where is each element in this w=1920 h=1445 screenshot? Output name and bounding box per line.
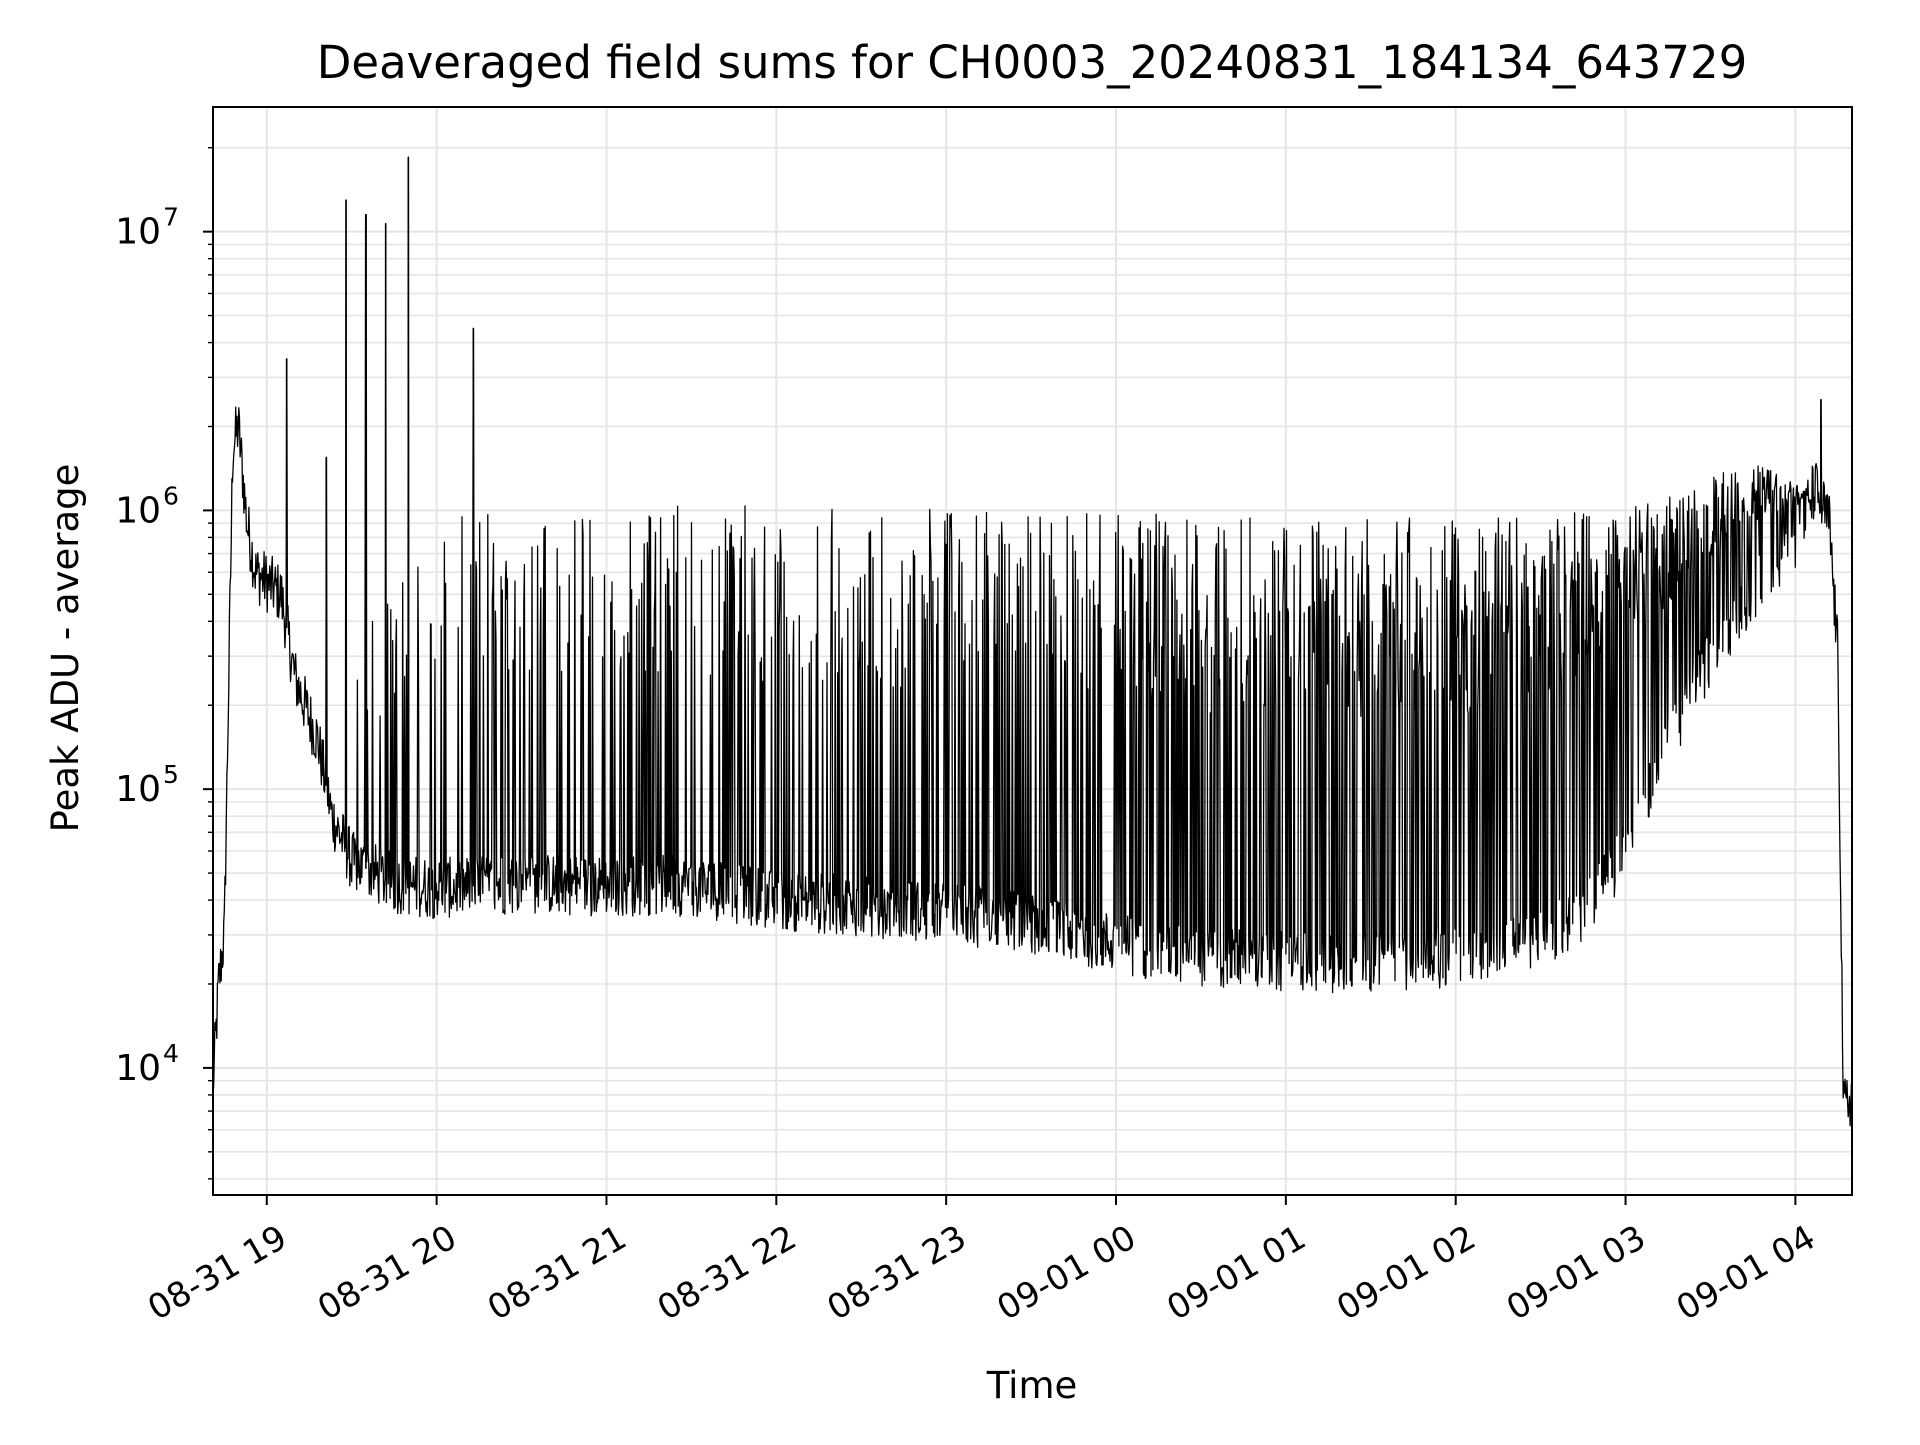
y-tick-label-exponent: 6: [163, 481, 179, 510]
y-tick-label-exponent: 7: [163, 203, 179, 232]
chart-title: Deaveraged field sums for CH0003_2024083…: [317, 36, 1747, 89]
y-tick-label: 10: [115, 490, 161, 531]
y-tick-label-exponent: 4: [163, 1039, 179, 1068]
y-tick-label-exponent: 5: [163, 760, 179, 789]
x-axis-label: Time: [986, 1364, 1078, 1407]
grid: [213, 107, 1852, 1195]
plot-frame: [212, 106, 1853, 1196]
y-tick-label: 10: [115, 1048, 161, 1089]
y-axis-label: Peak ADU - average: [44, 464, 87, 833]
series-layer: [212, 156, 1853, 1127]
y-tick-label: 10: [115, 769, 161, 810]
y-tick-label: 10: [115, 212, 161, 253]
series-line: [212, 156, 1853, 1127]
